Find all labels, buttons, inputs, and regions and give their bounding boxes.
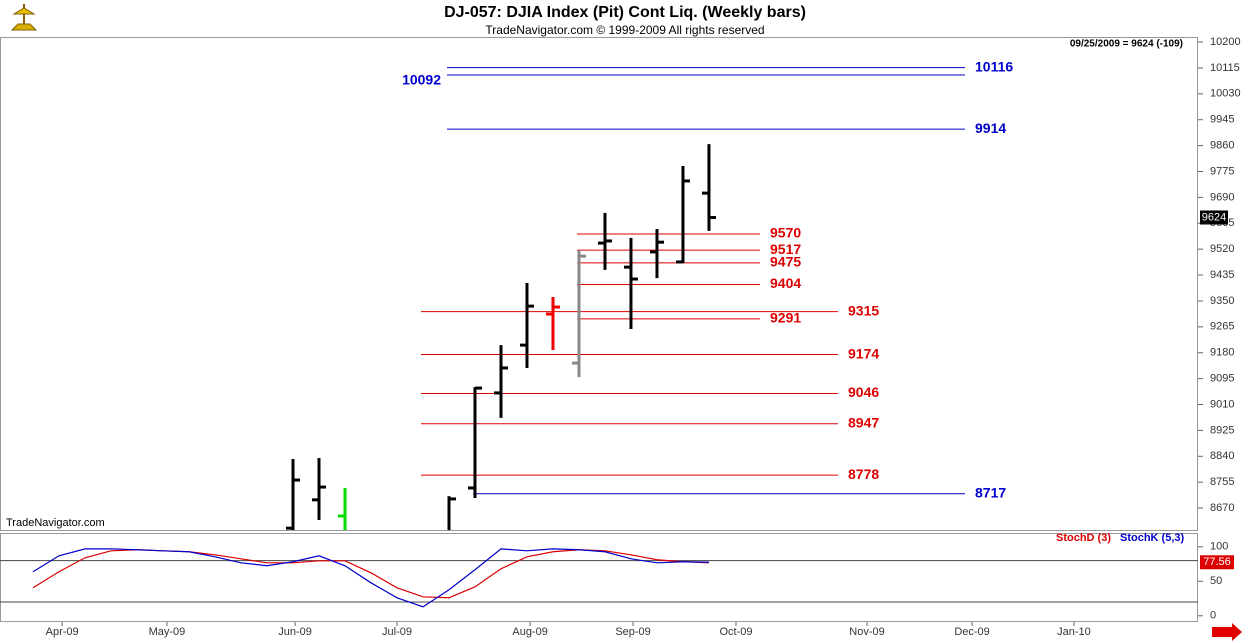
y-tick-label: 10115 — [1210, 62, 1240, 74]
legend-entry: StochD (3) — [1056, 532, 1111, 544]
stoch-line — [32, 548, 709, 608]
y-tick-label: 9520 — [1210, 243, 1234, 255]
level-label: 9570 — [770, 225, 801, 241]
last-stoch-box — [1200, 555, 1234, 570]
x-tick-label: Apr-09 — [46, 626, 79, 638]
level-label: 10116 — [975, 58, 1013, 74]
x-tick-label: Nov-09 — [849, 626, 884, 638]
level-label: 8717 — [975, 484, 1006, 500]
y-tick-label: 9435 — [1210, 269, 1234, 281]
level-label: 9315 — [848, 302, 879, 318]
price-panel — [0, 37, 1198, 531]
level-label: 8947 — [848, 414, 879, 430]
y-tick-label: 10030 — [1210, 88, 1241, 100]
last-stoch-label: 77.56 — [1203, 556, 1231, 568]
y-tick-label: 8670 — [1210, 502, 1234, 514]
y-tick-label: 9010 — [1210, 398, 1234, 410]
x-tick-label: Aug-09 — [512, 626, 547, 638]
level-label: 10092 — [402, 72, 441, 88]
y-tick-label: 9860 — [1210, 140, 1234, 152]
last-price-box — [1200, 210, 1228, 225]
y-tick-label: 9265 — [1210, 321, 1234, 333]
y-tick-label: 9945 — [1210, 114, 1234, 126]
last-price-label: 9624 — [1202, 211, 1226, 223]
stoch-panel — [0, 533, 1198, 622]
x-tick-label: Sep-09 — [615, 626, 650, 638]
level-label: 9914 — [975, 120, 1006, 136]
y-tick-label: 8755 — [1210, 476, 1234, 488]
level-label: 9046 — [848, 384, 879, 400]
y-tick-label: 9180 — [1210, 347, 1234, 359]
price-annotation: 09/25/2009 = 9624 (-109) — [1070, 39, 1183, 50]
level-label: 9174 — [848, 345, 879, 361]
y-tick-label: 9775 — [1210, 165, 1234, 177]
watermark: TradeNavigator.com — [6, 517, 105, 529]
x-tick-label: Jun-09 — [278, 626, 312, 638]
y-tick-label: 9095 — [1210, 373, 1234, 385]
logo — [10, 4, 38, 31]
scroll-arrow[interactable] — [1212, 623, 1242, 641]
x-tick-label: May-09 — [149, 626, 186, 638]
level-label: 9475 — [770, 254, 801, 270]
y-tick-label: 8840 — [1210, 450, 1234, 462]
y-tick-label: 9690 — [1210, 191, 1234, 203]
chart-title: DJ-057: DJIA Index (Pit) Cont Liq. (Week… — [444, 4, 806, 21]
stoch-plot — [0, 548, 1198, 608]
y-tick-label: 50 — [1210, 575, 1222, 587]
level-label: 8778 — [848, 466, 879, 482]
y-tick-label: 100 — [1210, 541, 1228, 553]
x-tick-label: Jan-10 — [1057, 626, 1091, 638]
x-tick-label: Oct-09 — [720, 626, 753, 638]
level-label: 9517 — [770, 241, 801, 257]
level-label: 9404 — [770, 275, 801, 291]
x-tick-label: Dec-09 — [954, 626, 989, 638]
y-tick-label: 8925 — [1210, 424, 1234, 436]
level-label: 9291 — [770, 310, 801, 326]
price-plot — [286, 67, 965, 530]
y-tick-label: 10200 — [1210, 36, 1241, 48]
legend-entry: StochK (5,3) — [1120, 532, 1185, 544]
y-tick-label: 0 — [1210, 610, 1216, 622]
x-tick-label: Jul-09 — [382, 626, 412, 638]
overlay: 1020010115100309945986097759690960595209… — [46, 36, 1241, 638]
y-tick-label: 9350 — [1210, 295, 1234, 307]
chart-subtitle: TradeNavigator.com © 1999-2009 All right… — [485, 23, 764, 37]
